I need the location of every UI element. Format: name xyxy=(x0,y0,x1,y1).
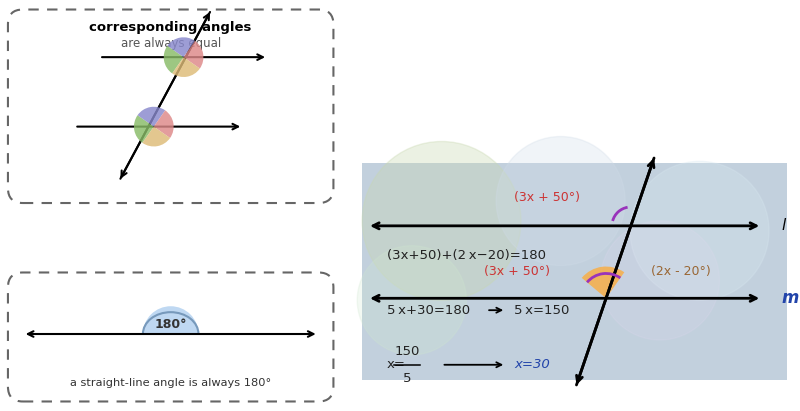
Text: 5 x=150: 5 x=150 xyxy=(514,304,570,317)
Text: m: m xyxy=(782,289,799,307)
Text: a straight-line angle is always 180°: a straight-line angle is always 180° xyxy=(70,378,271,388)
FancyBboxPatch shape xyxy=(8,9,334,203)
Circle shape xyxy=(496,136,625,266)
Circle shape xyxy=(358,246,466,355)
Text: (3x + 50°): (3x + 50°) xyxy=(514,191,579,204)
Wedge shape xyxy=(164,46,183,74)
Bar xyxy=(362,163,787,380)
Text: (3x + 50°): (3x + 50°) xyxy=(484,266,550,278)
Text: x=: x= xyxy=(387,358,406,371)
Text: 180°: 180° xyxy=(154,318,187,330)
Circle shape xyxy=(630,162,769,300)
Text: are always equal: are always equal xyxy=(121,37,221,50)
Wedge shape xyxy=(167,37,195,57)
Wedge shape xyxy=(138,107,165,127)
Text: corresponding angles: corresponding angles xyxy=(90,21,252,35)
FancyBboxPatch shape xyxy=(8,272,334,402)
Wedge shape xyxy=(183,41,203,69)
Wedge shape xyxy=(582,266,624,298)
Wedge shape xyxy=(154,110,174,138)
Text: 150: 150 xyxy=(394,345,419,358)
Text: (2x - 20°): (2x - 20°) xyxy=(650,266,710,278)
Wedge shape xyxy=(172,57,200,77)
Text: (3x+50)+(2 x−20)=180: (3x+50)+(2 x−20)=180 xyxy=(387,249,546,262)
Wedge shape xyxy=(143,306,198,334)
Wedge shape xyxy=(142,127,170,146)
Text: 5: 5 xyxy=(402,372,411,385)
Text: l: l xyxy=(782,218,786,233)
Wedge shape xyxy=(134,115,154,143)
Text: x=30: x=30 xyxy=(514,358,550,371)
Circle shape xyxy=(600,221,719,340)
Circle shape xyxy=(362,141,521,300)
Text: 5 x+30=180: 5 x+30=180 xyxy=(387,304,470,317)
